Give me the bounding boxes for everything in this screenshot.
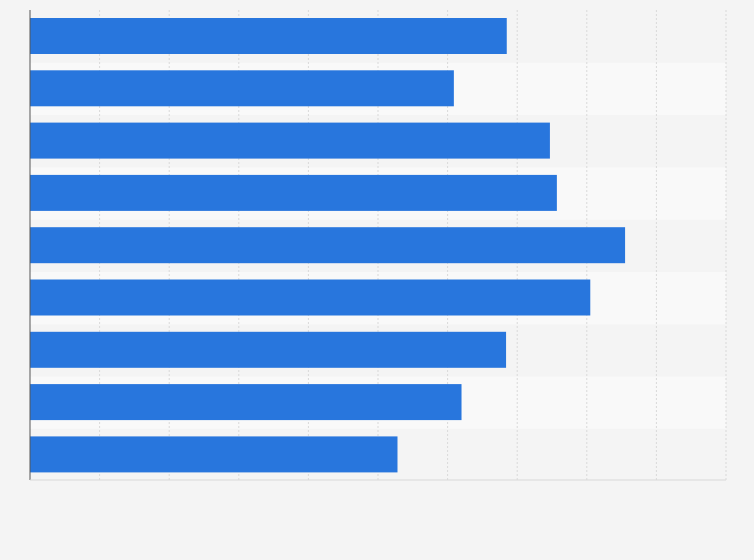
bars	[30, 18, 626, 473]
bar	[30, 227, 626, 264]
bar	[30, 174, 557, 211]
bar	[30, 436, 398, 473]
bar	[30, 70, 454, 107]
axis	[29, 10, 726, 481]
bar	[30, 279, 591, 316]
bar	[30, 18, 507, 54]
bar	[30, 122, 550, 159]
bar	[30, 384, 462, 421]
bar	[30, 331, 507, 368]
